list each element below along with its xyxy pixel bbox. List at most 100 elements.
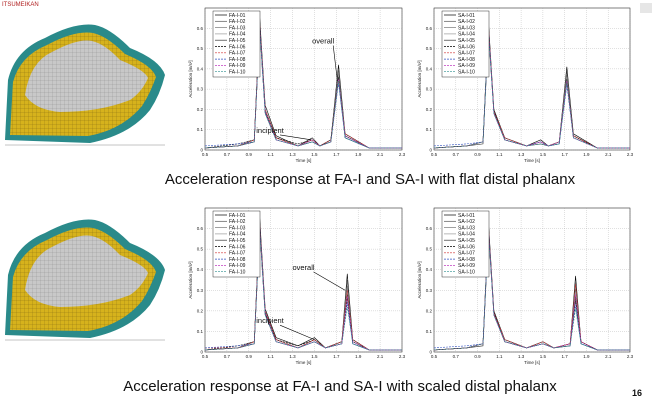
- chart: 0 0.1 0.2 0.3 0.4 0.5 0.6 0.5 0.7 0.9 1.1 1.3 1.5 1.7…: [188, 7, 406, 163]
- legend-box: [441, 210, 490, 278]
- x-tick-label: 0.9: [474, 354, 481, 359]
- y-axis-label: Acceleration [m/s²]: [417, 60, 422, 97]
- x-axis-label: Time [s]: [296, 158, 312, 163]
- caption: Acceleration response at FA-I and SA-I w…: [123, 378, 557, 395]
- legend-label: FA-I-10: [229, 70, 246, 76]
- legend-label: SA-I-06: [458, 244, 475, 250]
- y-tick-label: 0.4: [426, 66, 433, 71]
- x-tick-label: 2.3: [399, 152, 406, 157]
- annotation: incipient: [256, 126, 284, 135]
- legend-label: SA-I-02: [458, 219, 475, 225]
- legend-label: FA-I-03: [229, 225, 246, 231]
- annotation: incipient: [256, 316, 284, 325]
- x-tick-label: 1.9: [583, 354, 590, 359]
- y-tick-label: 0.2: [426, 308, 433, 313]
- x-tick-label: 1.1: [268, 354, 275, 359]
- legend-box: [212, 210, 261, 278]
- legend-label: FA-I-07: [229, 51, 246, 57]
- legend-label: SA-I-08: [458, 257, 475, 263]
- y-tick-label: 0: [429, 148, 432, 153]
- legend-label: FA-I-04: [229, 232, 246, 238]
- x-tick-label: 1.5: [311, 354, 318, 359]
- legend-label: SA-I-03: [458, 225, 475, 231]
- annotation-arrow: [279, 134, 312, 141]
- x-tick-label: 1.3: [518, 152, 525, 157]
- series-line: [205, 224, 402, 351]
- annotation-arrow: [313, 271, 346, 291]
- legend-label: SA-I-09: [458, 263, 475, 269]
- legend-label: SA-I-02: [458, 19, 475, 25]
- y-tick-label: 0.3: [197, 87, 204, 92]
- x-tick-label: 2.3: [627, 354, 634, 359]
- x-tick-label: 1.7: [562, 354, 569, 359]
- legend-label: SA-I-07: [458, 251, 475, 257]
- x-tick-label: 2.3: [627, 152, 634, 157]
- legend-label: FA-I-05: [229, 238, 246, 244]
- y-tick-label: 0.5: [426, 46, 433, 51]
- x-tick-label: 1.5: [311, 152, 318, 157]
- y-tick-label: 0.5: [197, 46, 204, 51]
- y-tick-label: 0.6: [426, 26, 433, 31]
- y-tick-label: 0.3: [426, 288, 433, 293]
- y-tick-label: 0.6: [197, 226, 204, 231]
- series-line: [204, 28, 402, 149]
- legend-label: FA-I-05: [229, 38, 246, 44]
- mesh-top: [5, 24, 165, 146]
- legend-label: SA-I-01: [458, 213, 475, 219]
- series-line: [204, 228, 402, 351]
- x-tick-label: 2.1: [605, 152, 612, 157]
- chart: 0 0.1 0.2 0.3 0.4 0.5 0.6 0.5 0.7 0.9 1.1 1.3 1.5 1.7…: [417, 207, 634, 365]
- y-tick-label: 0.6: [197, 26, 204, 31]
- x-axis-label: Time [s]: [524, 158, 540, 163]
- legend-label: FA-I-02: [229, 219, 246, 225]
- series-line: [433, 28, 630, 149]
- series-line: [433, 230, 630, 351]
- x-tick-label: 1.9: [583, 152, 590, 157]
- annotation-arrow: [332, 45, 338, 82]
- y-tick-label: 0.6: [426, 226, 433, 231]
- legend-label: FA-I-02: [229, 19, 246, 25]
- legend-label: SA-I-04: [458, 232, 475, 238]
- x-tick-label: 0.5: [431, 354, 438, 359]
- legend-label: SA-I-05: [458, 38, 475, 44]
- x-tick-label: 2.1: [605, 354, 612, 359]
- y-tick-label: 0.4: [197, 66, 204, 71]
- series-line: [204, 26, 402, 149]
- y-tick-label: 0: [429, 350, 432, 355]
- x-tick-label: 1.5: [540, 354, 547, 359]
- y-tick-label: 0.2: [426, 107, 433, 112]
- y-tick-label: 0.1: [197, 127, 204, 132]
- y-tick-label: 0.4: [197, 267, 204, 272]
- x-tick-label: 0.9: [246, 354, 253, 359]
- legend-label: FA-I-04: [229, 32, 246, 38]
- caption: Acceleration response at FA-I and SA-I w…: [165, 171, 576, 188]
- x-tick-label: 0.5: [202, 354, 209, 359]
- legend-label: FA-I-01: [229, 213, 246, 219]
- x-tick-label: 0.5: [431, 152, 438, 157]
- mesh-bottom: [5, 219, 165, 341]
- page-number: 16: [632, 388, 642, 398]
- y-tick-label: 0.3: [426, 87, 433, 92]
- x-tick-label: 0.7: [453, 152, 460, 157]
- legend-label: SA-I-10: [458, 270, 475, 276]
- legend-label: FA-I-09: [229, 63, 246, 69]
- x-tick-label: 1.7: [562, 152, 569, 157]
- x-tick-label: 0.9: [474, 152, 481, 157]
- x-tick-label: 0.5: [202, 152, 209, 157]
- annotation: overall: [292, 263, 314, 272]
- legend-label: SA-I-03: [458, 25, 475, 31]
- x-tick-label: 1.1: [496, 354, 503, 359]
- x-axis-label: Time [s]: [524, 360, 540, 365]
- chart: 0 0.1 0.2 0.3 0.4 0.5 0.6 0.5 0.7 0.9 1.1 1.3 1.5 1.7…: [188, 207, 406, 365]
- chart: 0 0.1 0.2 0.3 0.4 0.5 0.6 0.5 0.7 0.9 1.1 1.3 1.5 1.7…: [417, 7, 634, 163]
- legend-label: SA-I-04: [458, 32, 475, 38]
- legend-label: SA-I-08: [458, 57, 475, 63]
- series-line: [433, 30, 630, 149]
- y-tick-label: 0.5: [197, 247, 204, 252]
- x-tick-label: 1.3: [289, 354, 296, 359]
- y-tick-label: 0: [200, 350, 203, 355]
- legend-label: FA-I-06: [229, 44, 246, 50]
- legend-label: SA-I-01: [458, 13, 475, 19]
- annotation-arrow: [279, 324, 315, 340]
